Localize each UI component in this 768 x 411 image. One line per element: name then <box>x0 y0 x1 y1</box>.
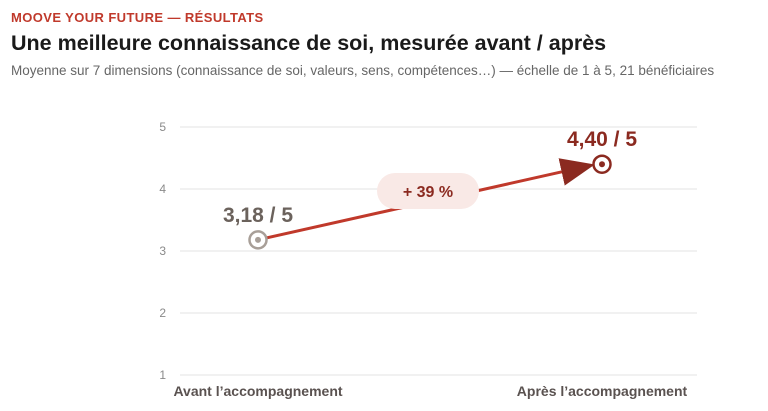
y-axis: 1 2 3 4 5 <box>159 120 166 382</box>
change-badge-label: + 39 % <box>403 184 453 201</box>
x-axis: Avant l’accompagnement Après l’accompagne… <box>173 383 687 399</box>
y-tick-label: 3 <box>159 244 166 258</box>
data-point-dot <box>599 161 605 168</box>
value-label: 4,40 / 5 <box>567 128 637 151</box>
grid-layer <box>180 126 697 376</box>
x-category-label: Avant l’accompagnement <box>173 383 342 399</box>
y-tick-label: 1 <box>159 368 166 382</box>
change-badge: + 39 % <box>377 173 479 210</box>
y-tick-label: 4 <box>159 182 166 196</box>
data-point-dot <box>255 236 261 243</box>
y-tick-label: 5 <box>159 120 166 134</box>
eyebrow-label: MOOVE YOUR FUTURE — RÉSULTATS <box>11 10 264 25</box>
chart-subtitle: Moyenne sur 7 dimensions (connaissance d… <box>11 63 715 78</box>
x-category-label: Après l’accompagnement <box>517 383 688 399</box>
data-points: 3,18 / 5 4,40 / 5 <box>223 128 637 250</box>
value-label: 3,18 / 5 <box>223 204 293 227</box>
chart-title: Une meilleure connaissance de soi, mesur… <box>11 31 607 55</box>
change-badge-background <box>377 173 479 210</box>
y-tick-label: 2 <box>159 306 166 320</box>
